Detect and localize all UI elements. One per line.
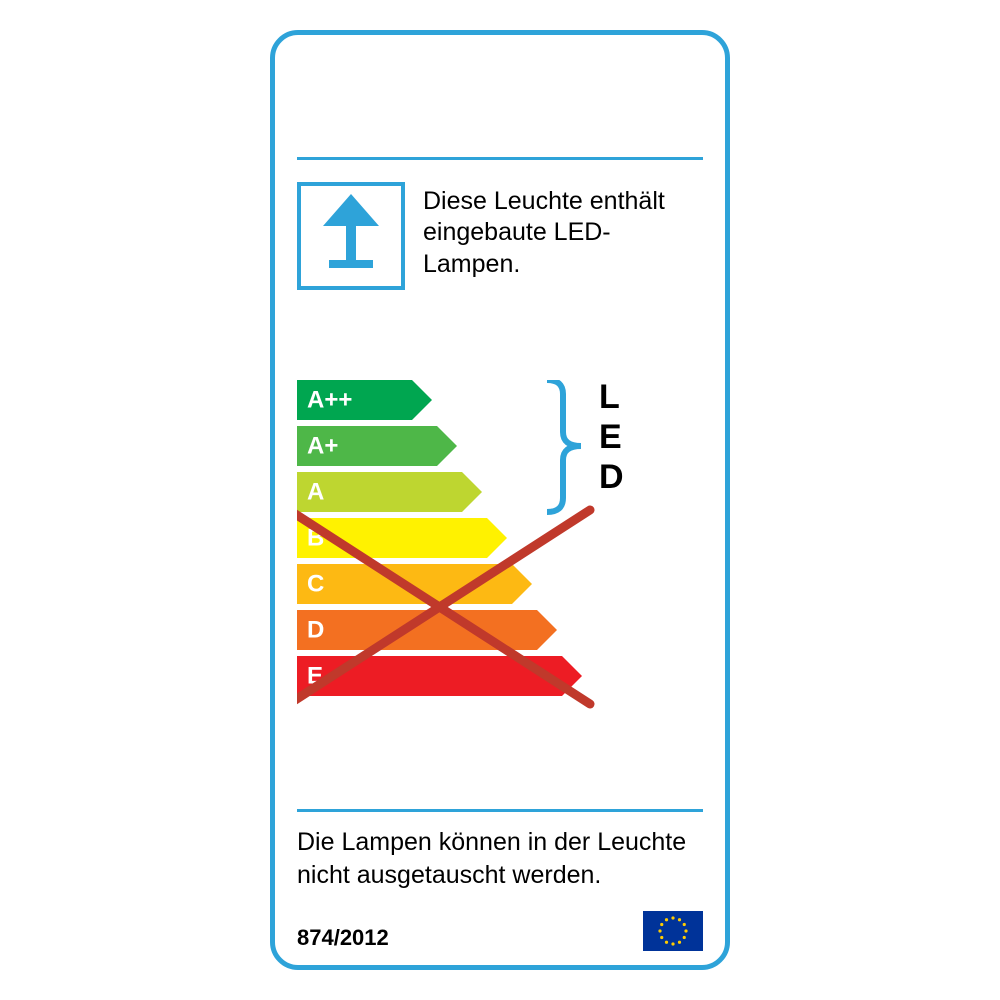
energy-bar-label: A++: [307, 387, 352, 414]
eu-flag-icon: [643, 911, 703, 951]
lamp-icon: [297, 182, 405, 290]
energy-bar-label: C: [307, 571, 324, 598]
header-space: [297, 57, 703, 160]
energy-bar: [297, 472, 482, 512]
bottom-text: Die Lampen können in der Leuchte nicht a…: [297, 809, 703, 891]
energy-bar-label: A: [307, 479, 324, 506]
description-row: Diese Leuchte enthält eingebaute LED-Lam…: [297, 160, 703, 290]
regulation-number: 874/2012: [297, 925, 389, 951]
led-label-char: D: [599, 458, 624, 496]
bracket-icon: [547, 380, 581, 512]
energy-label: Diese Leuchte enthält eingebaute LED-Lam…: [270, 30, 730, 970]
led-label-char: E: [599, 418, 622, 456]
energy-chart: A++A+ABCDELED: [297, 380, 703, 809]
energy-bar-label: D: [307, 617, 324, 644]
footer: 874/2012: [297, 891, 703, 951]
energy-bar-label: A+: [307, 433, 338, 460]
led-label-char: L: [599, 380, 620, 416]
description-text: Diese Leuchte enthält eingebaute LED-Lam…: [423, 182, 703, 290]
